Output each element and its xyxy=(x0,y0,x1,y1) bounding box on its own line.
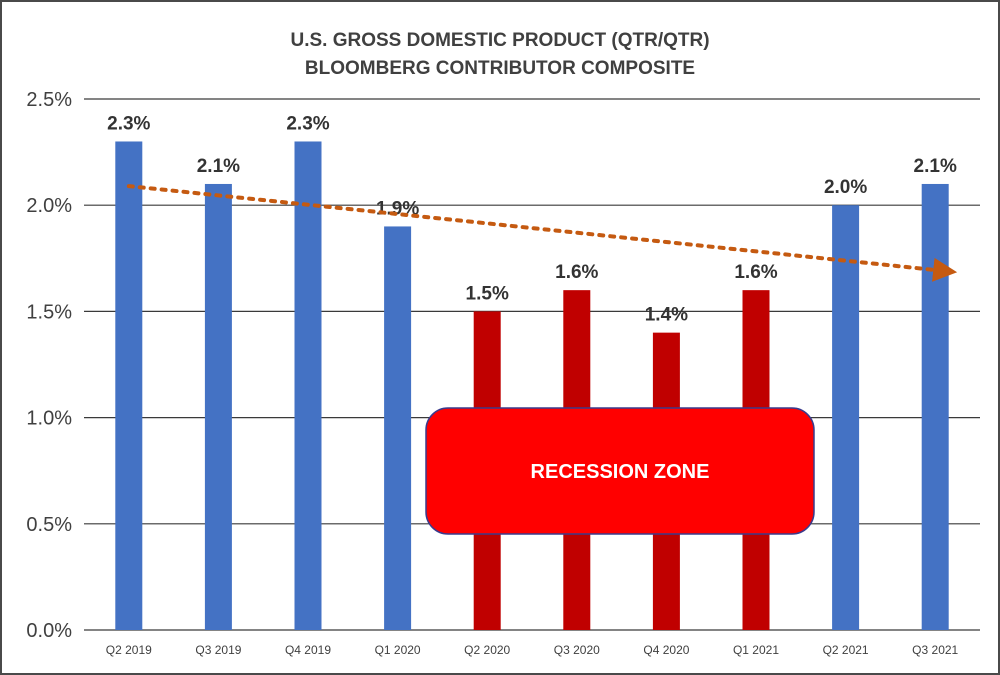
x-axis-ticks: Q2 2019 Q3 2019 Q4 2019 Q1 2020 Q2 2020 Q3 20… xyxy=(106,643,959,657)
data-label: 1.4% xyxy=(645,305,688,326)
data-label: 1.5% xyxy=(466,283,509,304)
x-tick-label: Q1 2021 xyxy=(733,643,779,657)
data-label: 1.9% xyxy=(376,198,419,219)
recession-zone-label: RECESSION ZONE xyxy=(531,461,710,483)
recession-zone-box xyxy=(425,407,815,535)
data-label: 2.1% xyxy=(914,156,957,177)
bar xyxy=(921,183,949,630)
x-tick-label: Q2 2021 xyxy=(823,643,869,657)
bar xyxy=(294,141,322,631)
trend-arrow xyxy=(126,184,958,282)
data-label: 1.6% xyxy=(555,262,598,283)
bar xyxy=(384,226,412,630)
x-tick-label: Q4 2019 xyxy=(285,643,331,657)
y-tick-label: 1.0% xyxy=(26,408,72,430)
chart-subtitle: BLOOMBERG CONTRIBUTOR COMPOSITE xyxy=(305,58,695,79)
data-label: 2.1% xyxy=(197,156,240,177)
y-tick-label: 0.5% xyxy=(26,514,72,536)
trend-line xyxy=(126,184,958,282)
x-tick-label: Q3 2021 xyxy=(912,643,958,657)
y-tick-label: 2.5% xyxy=(26,89,72,111)
bar xyxy=(832,205,860,630)
y-tick-label: 1.5% xyxy=(26,301,72,323)
x-tick-label: Q2 2019 xyxy=(106,643,152,657)
x-tick-label: Q4 2020 xyxy=(643,643,689,657)
y-tick-label: 0.0% xyxy=(26,620,72,642)
bar xyxy=(115,141,143,631)
data-label: 2.0% xyxy=(824,177,867,198)
data-label: 2.3% xyxy=(286,113,329,134)
chart-title: U.S. GROSS DOMESTIC PRODUCT (QTR/QTR) xyxy=(290,30,709,51)
x-tick-label: Q3 2020 xyxy=(554,643,600,657)
x-tick-label: Q3 2019 xyxy=(195,643,241,657)
x-tick-label: Q1 2020 xyxy=(375,643,421,657)
bar xyxy=(204,183,232,630)
y-tick-label: 2.0% xyxy=(26,195,72,217)
recession-zone-annotation: RECESSION ZONE xyxy=(425,407,815,535)
bars xyxy=(115,141,949,631)
data-label: 2.3% xyxy=(107,113,150,134)
x-tick-label: Q2 2020 xyxy=(464,643,510,657)
data-label: 1.6% xyxy=(734,262,777,283)
data-labels: 2.3% 2.1% 2.3% 1.9% 1.5% 1.6% 1.4% 1.6% 2.0% 2.1% xyxy=(107,113,957,325)
y-axis-ticks: 0.0% 0.5% 1.0% 1.5% 2.0% 2.5% xyxy=(26,89,72,642)
